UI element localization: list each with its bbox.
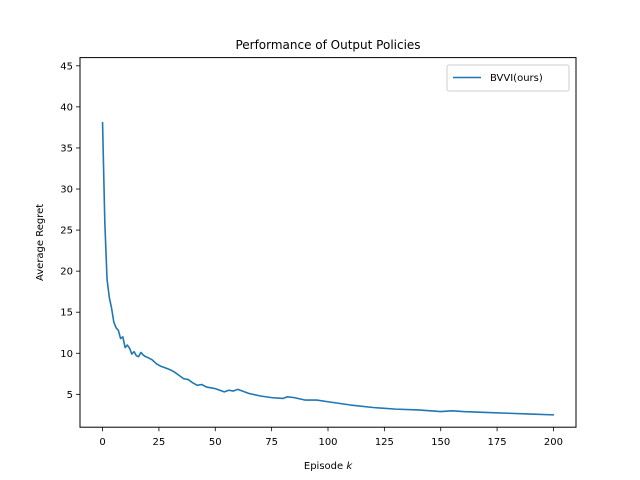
y-tick-label: 25 [60, 226, 73, 237]
x-tick-label: 50 [209, 437, 222, 448]
x-tick-label: 200 [544, 437, 563, 448]
x-axis-label: Episode k [304, 461, 353, 472]
y-tick-label: 45 [60, 61, 73, 72]
y-tick-label: 15 [60, 308, 73, 319]
x-tick-label: 125 [375, 437, 394, 448]
y-tick-label: 35 [60, 143, 73, 154]
x-axis-ticks: 0 25 50 75 100 125 150 175 200 [99, 427, 563, 448]
series-line [101, 121, 555, 416]
legend-box [446, 64, 570, 92]
y-tick-label: 30 [60, 185, 73, 196]
y-axis-label: Average Regret [35, 204, 46, 281]
x-axis-label-variable: k [346, 461, 353, 472]
y-tick-label: 10 [60, 349, 73, 360]
x-tick-label: 0 [99, 437, 105, 448]
y-tick-label: 20 [60, 267, 73, 278]
x-tick-label: 75 [265, 437, 278, 448]
series-layer [101, 121, 555, 416]
x-tick-label: 25 [153, 437, 166, 448]
x-tick-label: 175 [488, 437, 507, 448]
x-axis-label-text: Episode [304, 461, 346, 472]
legend-label: BVVI(ours) [490, 73, 543, 84]
legend: BVVI(ours) [446, 64, 570, 92]
y-tick-label: 40 [60, 102, 73, 113]
x-tick-label: 150 [431, 437, 450, 448]
y-tick-label: 5 [67, 390, 73, 401]
x-tick-label: 100 [318, 437, 337, 448]
y-axis-ticks: 5 10 15 20 25 30 35 40 45 [60, 61, 80, 401]
chart-title: Performance of Output Policies [235, 38, 420, 52]
